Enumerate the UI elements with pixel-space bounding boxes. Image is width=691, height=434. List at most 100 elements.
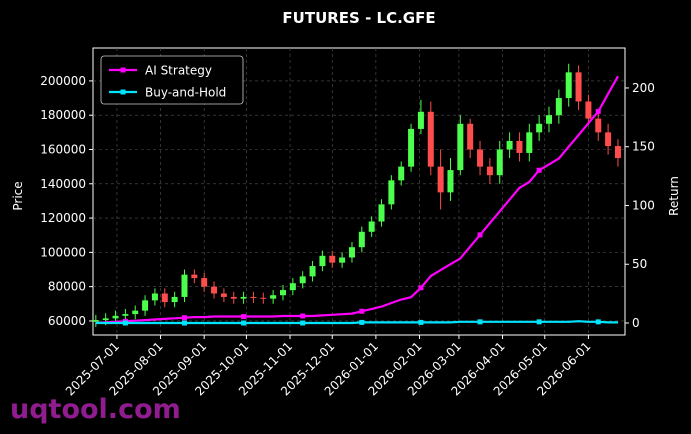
candle-body xyxy=(102,318,109,321)
candle-body xyxy=(250,296,257,298)
series-marker xyxy=(181,320,187,326)
y-tick-label: 140000 xyxy=(40,177,86,191)
candle-body xyxy=(368,221,375,232)
candle xyxy=(457,115,464,176)
legend-label: AI Strategy xyxy=(145,64,212,78)
candle-body xyxy=(348,247,355,258)
candle-body xyxy=(211,286,218,294)
candle-body xyxy=(299,276,306,284)
candle xyxy=(536,115,543,141)
candle xyxy=(230,291,237,304)
candle xyxy=(191,269,198,284)
y-tick-label: 100000 xyxy=(40,245,86,259)
candle-body xyxy=(477,149,484,167)
series-marker xyxy=(477,319,483,325)
candle-body xyxy=(585,101,592,119)
series-marker xyxy=(477,232,483,238)
candle-body xyxy=(486,166,493,176)
candle-body xyxy=(457,123,464,171)
candle-body xyxy=(112,315,119,319)
series-marker xyxy=(359,319,365,325)
candle-body xyxy=(122,314,129,316)
candle xyxy=(211,281,218,299)
candle xyxy=(132,305,139,320)
candle-body xyxy=(280,290,286,296)
series-marker xyxy=(122,320,128,326)
candle xyxy=(142,295,149,316)
candle xyxy=(151,288,158,306)
candle-body xyxy=(575,72,582,102)
candle xyxy=(417,99,424,135)
y-tick-label: 60000 xyxy=(48,314,86,328)
legend-marker xyxy=(120,67,126,73)
candle xyxy=(378,199,385,227)
candle-body xyxy=(309,266,316,277)
candle-body xyxy=(289,283,296,291)
candle-body xyxy=(171,296,178,303)
candle xyxy=(319,250,326,272)
candle xyxy=(181,269,188,303)
candle xyxy=(260,292,267,304)
candle-body xyxy=(319,255,326,267)
candle-body xyxy=(427,111,434,167)
candle-body xyxy=(270,295,277,299)
candle xyxy=(388,175,395,210)
candle-body xyxy=(181,274,188,297)
candle-body xyxy=(447,170,454,193)
legend: AI Strategy Buy-and-Hold xyxy=(100,55,244,105)
candle-body xyxy=(496,149,503,176)
candle-body xyxy=(526,132,533,153)
y2-axis-label: Return xyxy=(667,176,681,216)
candle-body xyxy=(408,128,415,167)
series-marker xyxy=(536,319,542,325)
candle-body xyxy=(516,140,523,153)
series-marker xyxy=(241,314,247,320)
candle-body xyxy=(555,98,562,116)
candle xyxy=(250,291,257,303)
candle-body xyxy=(142,300,149,311)
legend-marker xyxy=(120,89,126,95)
candle xyxy=(516,132,523,162)
series-marker xyxy=(536,167,542,173)
candle xyxy=(329,250,336,268)
series-marker xyxy=(595,108,601,114)
series-marker xyxy=(241,320,247,326)
candle xyxy=(339,252,346,268)
y2-tick-label: 50 xyxy=(632,257,647,271)
candle-body xyxy=(388,180,395,205)
plot-frame xyxy=(92,47,626,336)
candle xyxy=(348,242,355,263)
candle-body xyxy=(398,166,405,181)
y-tick-label: 120000 xyxy=(40,211,86,225)
candle-body xyxy=(536,123,543,133)
candle xyxy=(309,260,316,282)
candle xyxy=(270,290,277,304)
candle xyxy=(575,65,582,111)
candle xyxy=(171,291,178,308)
candle xyxy=(368,216,375,237)
candle-body xyxy=(378,204,385,222)
watermark: uqtool.com xyxy=(10,394,181,425)
candle xyxy=(467,118,474,159)
candle xyxy=(565,63,572,107)
candle xyxy=(447,158,454,201)
candle xyxy=(92,314,99,327)
y-tick-label: 160000 xyxy=(40,142,86,156)
candle-body xyxy=(546,115,552,124)
candle-body xyxy=(614,146,621,159)
series-marker xyxy=(595,319,601,325)
y-tick-label: 80000 xyxy=(48,280,86,294)
candle xyxy=(526,123,533,162)
candle xyxy=(496,140,503,184)
candle-body xyxy=(467,123,474,150)
candle-body xyxy=(132,310,139,315)
candle xyxy=(614,139,621,167)
candle xyxy=(546,106,552,133)
candle xyxy=(240,291,247,304)
candle xyxy=(408,123,415,172)
candle-body xyxy=(417,111,424,129)
candle-body xyxy=(161,293,168,303)
series-marker xyxy=(359,308,365,314)
candle-body xyxy=(201,278,208,287)
